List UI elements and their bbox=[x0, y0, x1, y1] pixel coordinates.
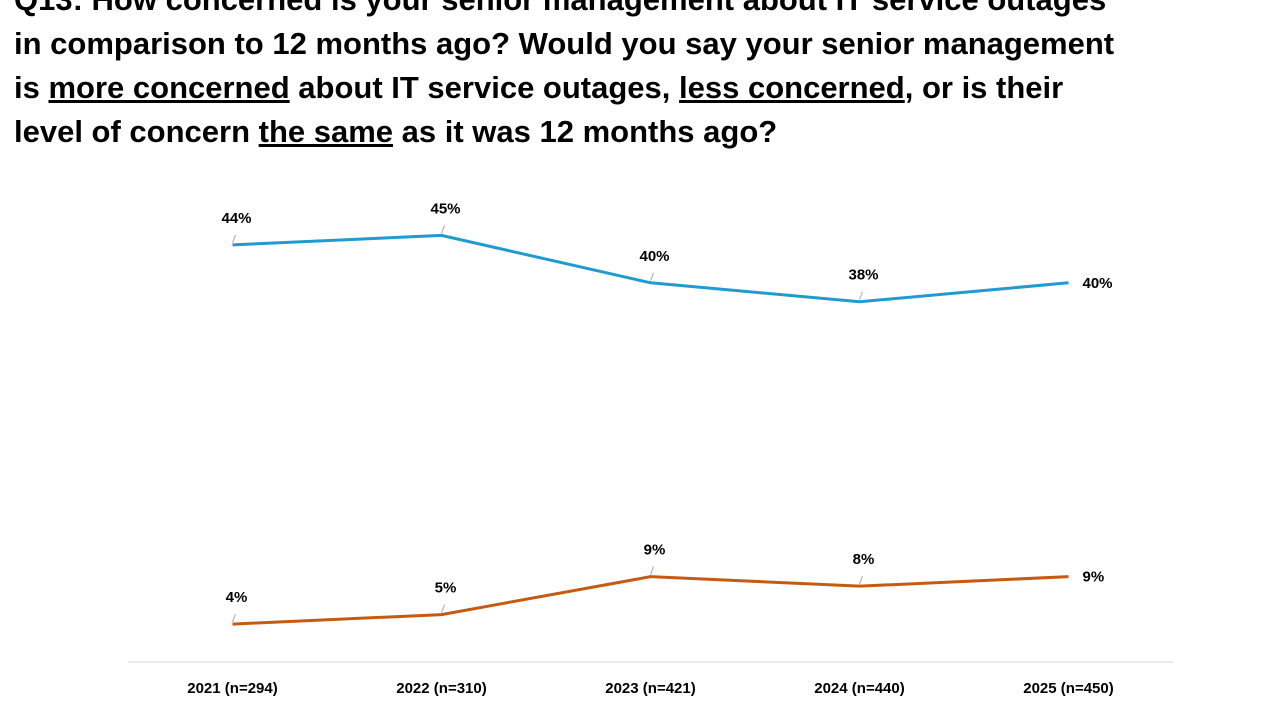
title-text: level of concern bbox=[14, 114, 259, 149]
data-label: 9% bbox=[644, 542, 666, 559]
title-text: is bbox=[14, 70, 49, 105]
x-tick-label: 2025 (n=450) bbox=[1023, 680, 1113, 697]
leader-line bbox=[232, 234, 236, 244]
title-text: in comparison to 12 months ago? Would yo… bbox=[14, 26, 1115, 61]
x-tick-label: 2022 (n=310) bbox=[396, 680, 486, 697]
data-label: 4% bbox=[226, 589, 248, 606]
title-text: Q13: How concerned is your senior manage… bbox=[14, 0, 1106, 17]
series-line bbox=[232, 233, 1069, 304]
leader-line bbox=[650, 272, 654, 281]
x-tick-label: 2023 (n=421) bbox=[605, 680, 695, 697]
leader-line bbox=[859, 575, 863, 585]
x-tick-label: 2021 (n=294) bbox=[187, 680, 277, 697]
data-label: 8% bbox=[853, 551, 875, 568]
chart-title: Q13: How concerned is your senior manage… bbox=[14, 0, 1274, 154]
leader-line bbox=[650, 566, 654, 575]
leader-line bbox=[859, 291, 863, 300]
data-label: 40% bbox=[639, 248, 669, 265]
data-label: 5% bbox=[435, 580, 457, 597]
title-line: in comparison to 12 months ago? Would yo… bbox=[14, 22, 1274, 66]
leader-line bbox=[441, 225, 445, 234]
x-tick-label: 2024 (n=440) bbox=[814, 680, 904, 697]
title-text: , or is their bbox=[904, 70, 1064, 105]
title-line: level of concern the same as it was 12 m… bbox=[14, 110, 1274, 154]
series-line bbox=[232, 575, 1069, 626]
title-text: more concerned bbox=[48, 70, 290, 105]
leader-line bbox=[441, 604, 445, 613]
title-text: less concerned bbox=[679, 70, 905, 105]
title-line: Q13: How concerned is your senior manage… bbox=[14, 0, 1274, 22]
title-text: as it was 12 months ago? bbox=[393, 114, 778, 149]
data-label: 9% bbox=[1083, 569, 1105, 586]
data-label: 38% bbox=[848, 267, 878, 284]
title-text: the same bbox=[258, 114, 394, 149]
data-label: 44% bbox=[221, 210, 251, 227]
data-label: 40% bbox=[1083, 275, 1113, 292]
data-label: 45% bbox=[430, 200, 460, 217]
title-text: about IT service outages, bbox=[289, 70, 680, 105]
leader-line bbox=[232, 613, 236, 623]
title-line: is more concerned about IT service outag… bbox=[14, 66, 1274, 110]
